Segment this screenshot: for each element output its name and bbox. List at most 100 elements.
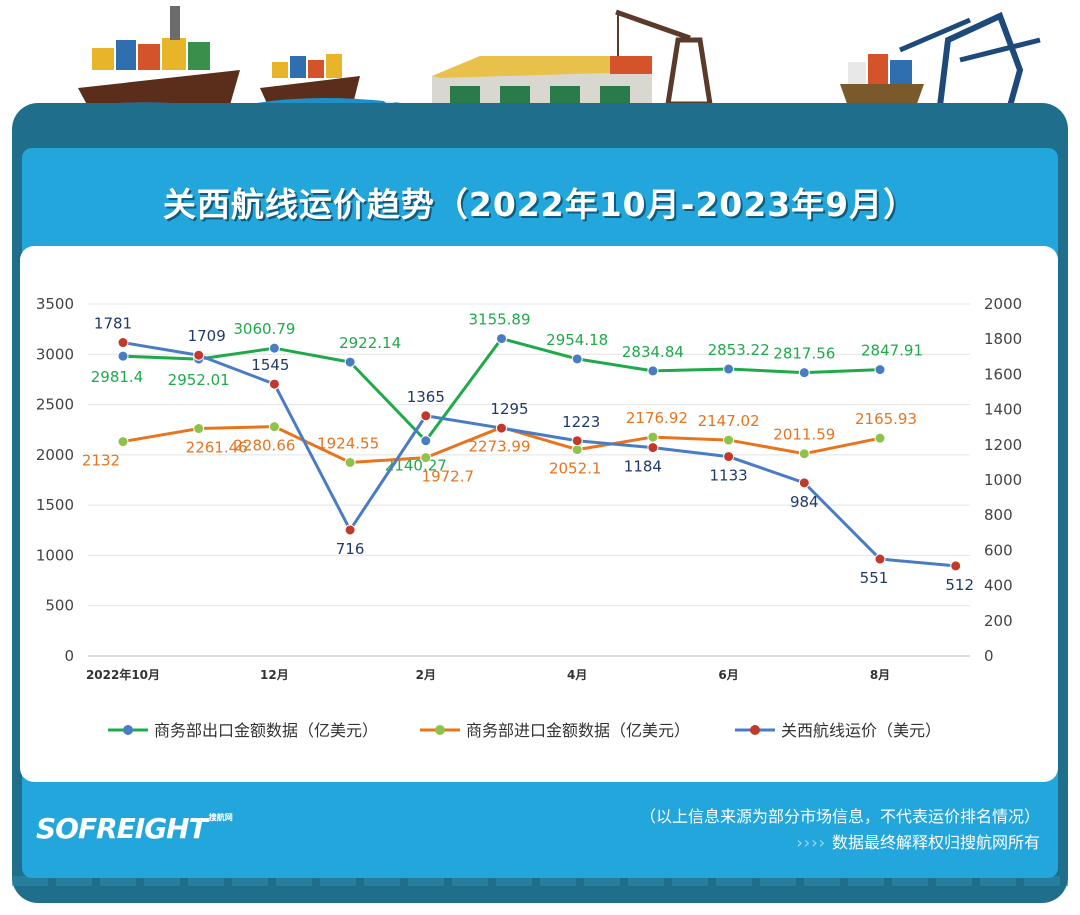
data-point <box>723 363 735 375</box>
data-point <box>344 456 356 468</box>
data-point <box>193 423 205 435</box>
chart-legend: 商务部出口金额数据（亿美元） 商务部进口金额数据（亿美元） 关西航线运价（美元） <box>108 721 941 740</box>
logo-text: SOFREIGHT <box>36 812 208 845</box>
container-ship-icon <box>60 6 250 116</box>
y-left-tick-label: 3000 <box>36 345 74 363</box>
data-label: 2922.14 <box>339 334 401 352</box>
y-left-tick-label: 0 <box>64 647 74 665</box>
data-label: 2165.93 <box>855 410 917 428</box>
legend-swatch-marker <box>435 725 445 735</box>
data-point <box>420 452 432 464</box>
y-left-tick-label: 1500 <box>36 496 74 514</box>
data-label: 3060.79 <box>233 320 295 338</box>
data-label: 1365 <box>407 388 445 406</box>
y-right-tick-label: 0 <box>984 647 994 665</box>
source-note: （以上信息来源为部分市场信息，不代表运价排名情况） <box>639 807 1040 826</box>
data-label: 2817.56 <box>773 345 835 363</box>
data-label: 1924.55 <box>317 434 379 452</box>
data-point <box>874 364 886 376</box>
y-right-tick-label: 1200 <box>984 436 1022 454</box>
data-point <box>117 436 129 448</box>
sofreight-logo: SOFREIGHT 搜航网 <box>36 812 233 845</box>
data-label: 2132 <box>82 452 120 470</box>
data-point <box>268 421 280 433</box>
legend-swatch-marker <box>750 725 760 735</box>
y-right-tick-label: 1000 <box>984 471 1022 489</box>
data-label: 984 <box>790 493 819 511</box>
data-point <box>874 553 886 565</box>
data-label: 2981.4 <box>91 368 144 386</box>
rights-note: ›››› 数据最终解释权归搜航网所有 <box>796 829 1040 853</box>
x-tick-label: 2月 <box>416 668 436 682</box>
data-point <box>496 333 507 345</box>
data-point <box>647 431 659 443</box>
data-point <box>420 410 432 422</box>
data-label: 2853.22 <box>708 341 770 359</box>
data-label: 2280.66 <box>233 437 295 455</box>
data-label: 1781 <box>94 315 132 333</box>
data-label: 2176.92 <box>626 409 688 427</box>
frame-stripe <box>12 876 1068 886</box>
data-point <box>798 477 810 489</box>
data-label: 716 <box>336 540 365 558</box>
data-label: 1295 <box>490 400 528 418</box>
data-label: 1223 <box>562 413 600 431</box>
data-point <box>193 349 205 361</box>
data-point <box>117 337 129 349</box>
chart-card: 0 500 1000 1500 2000 2500 3000 3500 0 200 400 600 8… <box>20 246 1058 782</box>
harbor-crane-icon <box>899 11 1041 107</box>
data-point <box>723 434 735 446</box>
x-tick-label: 8月 <box>870 668 890 682</box>
data-label: 2052.1 <box>549 460 602 478</box>
data-point <box>268 378 280 390</box>
y-right-tick-label: 2000 <box>984 295 1022 313</box>
data-label: 2147.02 <box>698 412 760 430</box>
y-right-tick-label: 1400 <box>984 401 1022 419</box>
port-crane-icon <box>610 9 713 107</box>
x-axis: 2022年10月 12月 2月 4月 6月 8月 <box>86 667 890 682</box>
y-left-tick-label: 2000 <box>36 446 74 464</box>
logo-subtext: 搜航网 <box>208 813 233 822</box>
data-point <box>798 448 810 460</box>
y-left-tick-label: 500 <box>45 597 74 615</box>
y-right-tick-label: 200 <box>984 612 1013 630</box>
data-label: 2834.84 <box>622 343 684 361</box>
data-label: 2847.91 <box>861 342 923 360</box>
x-tick-label: 12月 <box>260 668 289 682</box>
series-line-3 <box>122 341 956 568</box>
series-layer: 2981.4 2952.01 3060.79 2922.14 2140.27 3155.8… <box>82 311 974 594</box>
rights-text: 数据最终解释权归搜航网所有 <box>831 833 1040 852</box>
data-point <box>420 435 432 447</box>
data-label: 551 <box>860 569 889 587</box>
data-point <box>344 356 356 368</box>
x-tick-label: 6月 <box>718 668 738 682</box>
data-label: 2952.01 <box>168 371 230 389</box>
legend-label: 商务部进口金额数据（亿美元） <box>466 721 690 740</box>
data-label: 2954.18 <box>546 331 608 349</box>
y-right-tick-label: 600 <box>984 541 1013 559</box>
legend-label: 商务部出口金额数据（亿美元） <box>154 721 378 740</box>
y-left-tick-label: 1000 <box>36 546 74 564</box>
data-point <box>571 435 583 447</box>
y-right-tick-label: 800 <box>984 506 1013 524</box>
y-right-tick-label: 1600 <box>984 365 1022 383</box>
data-label: 1709 <box>188 327 226 345</box>
arrows-icon: ›››› <box>796 833 826 852</box>
line-chart: 0 500 1000 1500 2000 2500 3000 3500 0 200 400 600 8… <box>36 295 1022 740</box>
data-point <box>647 442 659 454</box>
data-point <box>571 353 583 365</box>
data-label: 1184 <box>624 458 662 476</box>
data-label: 2273.99 <box>468 437 530 455</box>
data-point <box>496 422 507 434</box>
data-point <box>344 524 356 536</box>
x-tick-label: 4月 <box>567 668 587 682</box>
chart-title: 关西航线运价趋势（2022年10月-2023年9月） <box>162 185 918 224</box>
y-right-tick-label: 1800 <box>984 330 1022 348</box>
data-label: 2261.46 <box>186 439 248 457</box>
y-axis-left: 0 500 1000 1500 2000 2500 3000 3500 <box>36 295 74 665</box>
data-point <box>798 367 810 379</box>
y-right-tick-label: 400 <box>984 577 1013 595</box>
y-left-tick-label: 2500 <box>36 396 74 414</box>
data-point <box>117 350 129 362</box>
x-tick-label: 2022年10月 <box>86 667 160 682</box>
